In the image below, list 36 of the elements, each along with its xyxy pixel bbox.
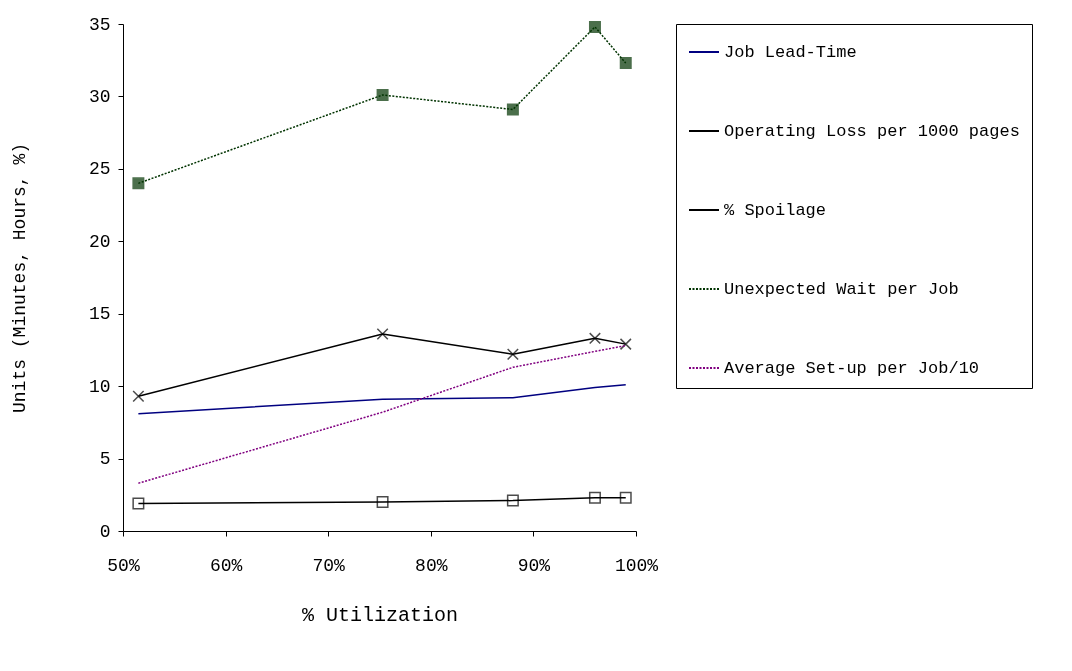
legend-label: Unexpected Wait per Job [724, 280, 959, 299]
point [506, 348, 519, 361]
legend-label: Average Set-up per Job/10 [724, 359, 980, 378]
x-axis-title: % Utilization [301, 603, 459, 627]
y-tick-label: 0 [99, 521, 111, 542]
point [376, 328, 389, 340]
legend-label: % Spoilage [724, 201, 827, 220]
point [619, 491, 632, 504]
point [506, 494, 519, 507]
line-series [137, 344, 627, 484]
legend-label: Operating Loss per 1000 pages [724, 122, 1020, 141]
point [619, 338, 632, 351]
x-tick-label: 60% [209, 555, 243, 576]
y-axis-title: Units (Minutes, Hours, %) [9, 142, 30, 414]
point [132, 177, 145, 190]
point [588, 332, 601, 345]
x-tick-label: 70% [312, 555, 346, 576]
point [588, 20, 601, 33]
y-tick-label: 15 [88, 304, 111, 325]
line-series [137, 383, 627, 415]
x-tick-label: 50% [107, 555, 140, 576]
y-tick-label: 30 [88, 86, 111, 107]
x-tick-label: 80% [415, 555, 448, 576]
y-tick-label: 25 [88, 159, 111, 180]
point [132, 390, 145, 403]
legend-label: Job Lead-Time [724, 43, 857, 62]
x-tick-label: 90% [517, 555, 551, 576]
point [132, 497, 145, 510]
y-tick-label: 10 [88, 376, 111, 397]
x-tick-label: 100% [614, 555, 659, 576]
y-tick-label: 35 [88, 14, 111, 35]
point [506, 103, 519, 116]
y-tick-label: 5 [99, 449, 111, 470]
y-tick-label: 20 [88, 231, 111, 252]
point [619, 57, 632, 70]
point [376, 88, 389, 101]
